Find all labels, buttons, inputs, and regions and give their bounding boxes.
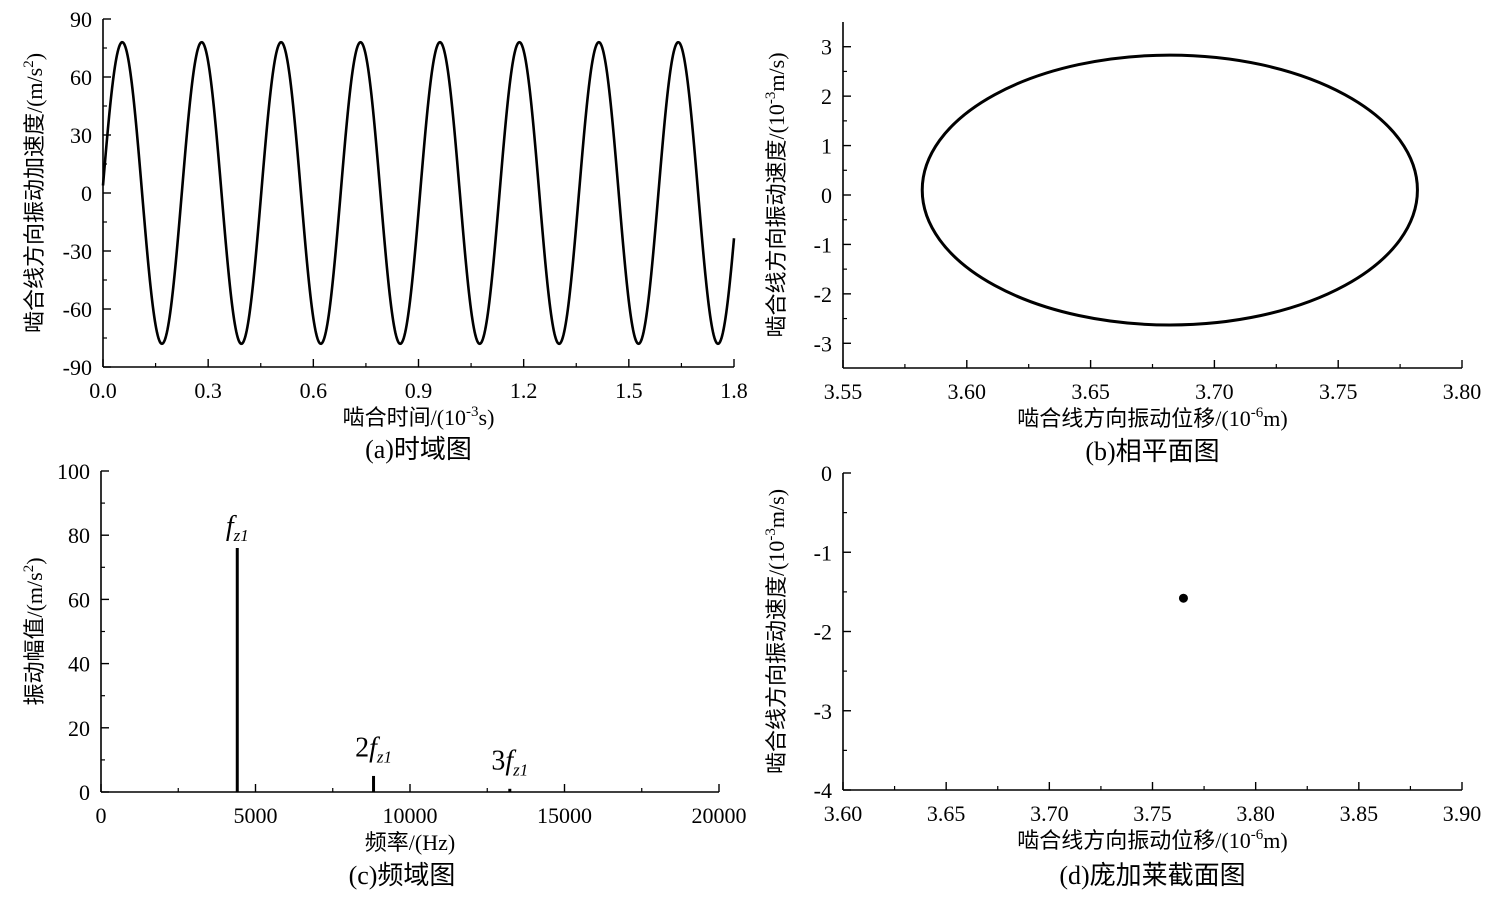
x-tick-label: 1.8 [720, 378, 748, 403]
y-tick-label: -60 [63, 297, 92, 322]
x-tick-label: 1.5 [615, 378, 643, 403]
y-axis-label: 振动幅值/(m/s2) [21, 557, 47, 705]
panel-b-phase-plane: 3.55 3.60 3.65 3.70 3.75 3.80 -3 -2 -1 0 1 2 3 啮合线方向振… [763, 22, 1481, 466]
x-tick-label: 3.60 [824, 801, 863, 826]
panel-caption: (d)庞加莱截面图 [1059, 861, 1245, 890]
x-tick-label: 3.65 [927, 801, 966, 826]
y-tick-label: 3 [821, 35, 832, 60]
x-tick-label: 15000 [537, 803, 592, 828]
harmonic-label: 3fz1 [491, 746, 528, 780]
x-tick-label: 3.60 [948, 379, 987, 404]
x-tick-label: 3.65 [1071, 379, 1110, 404]
phase-trajectory [920, 53, 1419, 327]
x-axis-label: 频率/(Hz) [365, 830, 455, 855]
x-tick-label: 3.75 [1133, 801, 1172, 826]
x-tick-label: 3.55 [824, 379, 863, 404]
y-tick-label: -2 [814, 620, 832, 645]
harmonic-label: fz1 [226, 511, 249, 545]
y-tick-label: 0 [821, 461, 832, 486]
x-tick-label: 3.80 [1236, 801, 1275, 826]
y-tick-label: -2 [814, 282, 832, 307]
x-tick-label: 3.90 [1443, 801, 1482, 826]
x-tick-label: 0.0 [89, 378, 117, 403]
y-tick-label: 60 [68, 587, 90, 612]
y-tick-label: -3 [814, 699, 832, 724]
x-tick-label: 3.70 [1195, 379, 1234, 404]
panel-d-poincare-section: 3.60 3.65 3.70 3.75 3.80 3.85 3.90 -4 -3 -2 -1 0 啮合线… [763, 461, 1481, 890]
y-tick-label: -4 [814, 778, 832, 803]
x-axis-label: 啮合时间/(10-3s) [343, 404, 495, 430]
y-tick-label: 40 [68, 652, 90, 677]
panel-c-frequency-domain: 0 5000 10000 15000 20000 0 20 40 60 80 100 频率/(Hz) 振… [21, 459, 747, 890]
y-tick-label: 0 [81, 181, 92, 206]
x-axis-label: 啮合线方向振动位移/(10-6m) [1017, 827, 1287, 853]
x-tick-label: 3.80 [1443, 379, 1482, 404]
x-tick-label: 0.6 [300, 378, 328, 403]
y-tick-label: 100 [57, 459, 90, 484]
x-tick-label: 3.70 [1030, 801, 1069, 826]
x-tick-label: 10000 [383, 803, 438, 828]
y-tick-label: 0 [79, 780, 90, 805]
y-tick-label: 0 [821, 183, 832, 208]
y-tick-label: -90 [63, 355, 92, 380]
x-tick-label: 3.75 [1319, 379, 1358, 404]
time-series-line [101, 40, 736, 346]
x-tick-label: 5000 [234, 803, 278, 828]
x-tick-label: 3.85 [1340, 801, 1379, 826]
panel-caption: (c)频域图 [349, 861, 456, 890]
y-tick-label: -1 [814, 232, 832, 257]
y-axis-label: 啮合线方向振动加速度/(m/s2) [21, 53, 47, 333]
y-tick-label: 90 [70, 7, 92, 32]
panel-caption: (b)相平面图 [1085, 437, 1219, 466]
y-tick-label: -3 [814, 331, 832, 356]
x-tick-label: 1.2 [510, 378, 538, 403]
panel-caption: (a)时域图 [365, 435, 472, 464]
x-tick-label: 0.3 [194, 378, 222, 403]
x-tick-label: 20000 [692, 803, 747, 828]
y-tick-label: 2 [821, 84, 832, 109]
x-tick-label: 0.9 [405, 378, 433, 403]
x-axis-label: 啮合线方向振动位移/(10-6m) [1017, 405, 1287, 431]
y-axis-label: 啮合线方向振动速度/(10-3m/s) [763, 489, 789, 774]
y-tick-label: 80 [68, 523, 90, 548]
x-tick-label: 0 [96, 803, 107, 828]
poincare-point [1178, 593, 1188, 603]
harmonic-label: 2fz1 [355, 733, 392, 767]
y-tick-label: 30 [70, 123, 92, 148]
panel-a-time-domain: 0.0 0.3 0.6 0.9 1.2 1.5 1.8 -90 -60 -30 0 30 60 90 啮合时… [21, 7, 748, 464]
y-tick-label: 20 [68, 716, 90, 741]
y-tick-label: -30 [63, 239, 92, 264]
y-tick-label: 1 [821, 134, 832, 159]
y-tick-label: -1 [814, 540, 832, 565]
y-axis-label: 啮合线方向振动速度/(10-3m/s) [763, 52, 789, 337]
y-tick-label: 60 [70, 65, 92, 90]
